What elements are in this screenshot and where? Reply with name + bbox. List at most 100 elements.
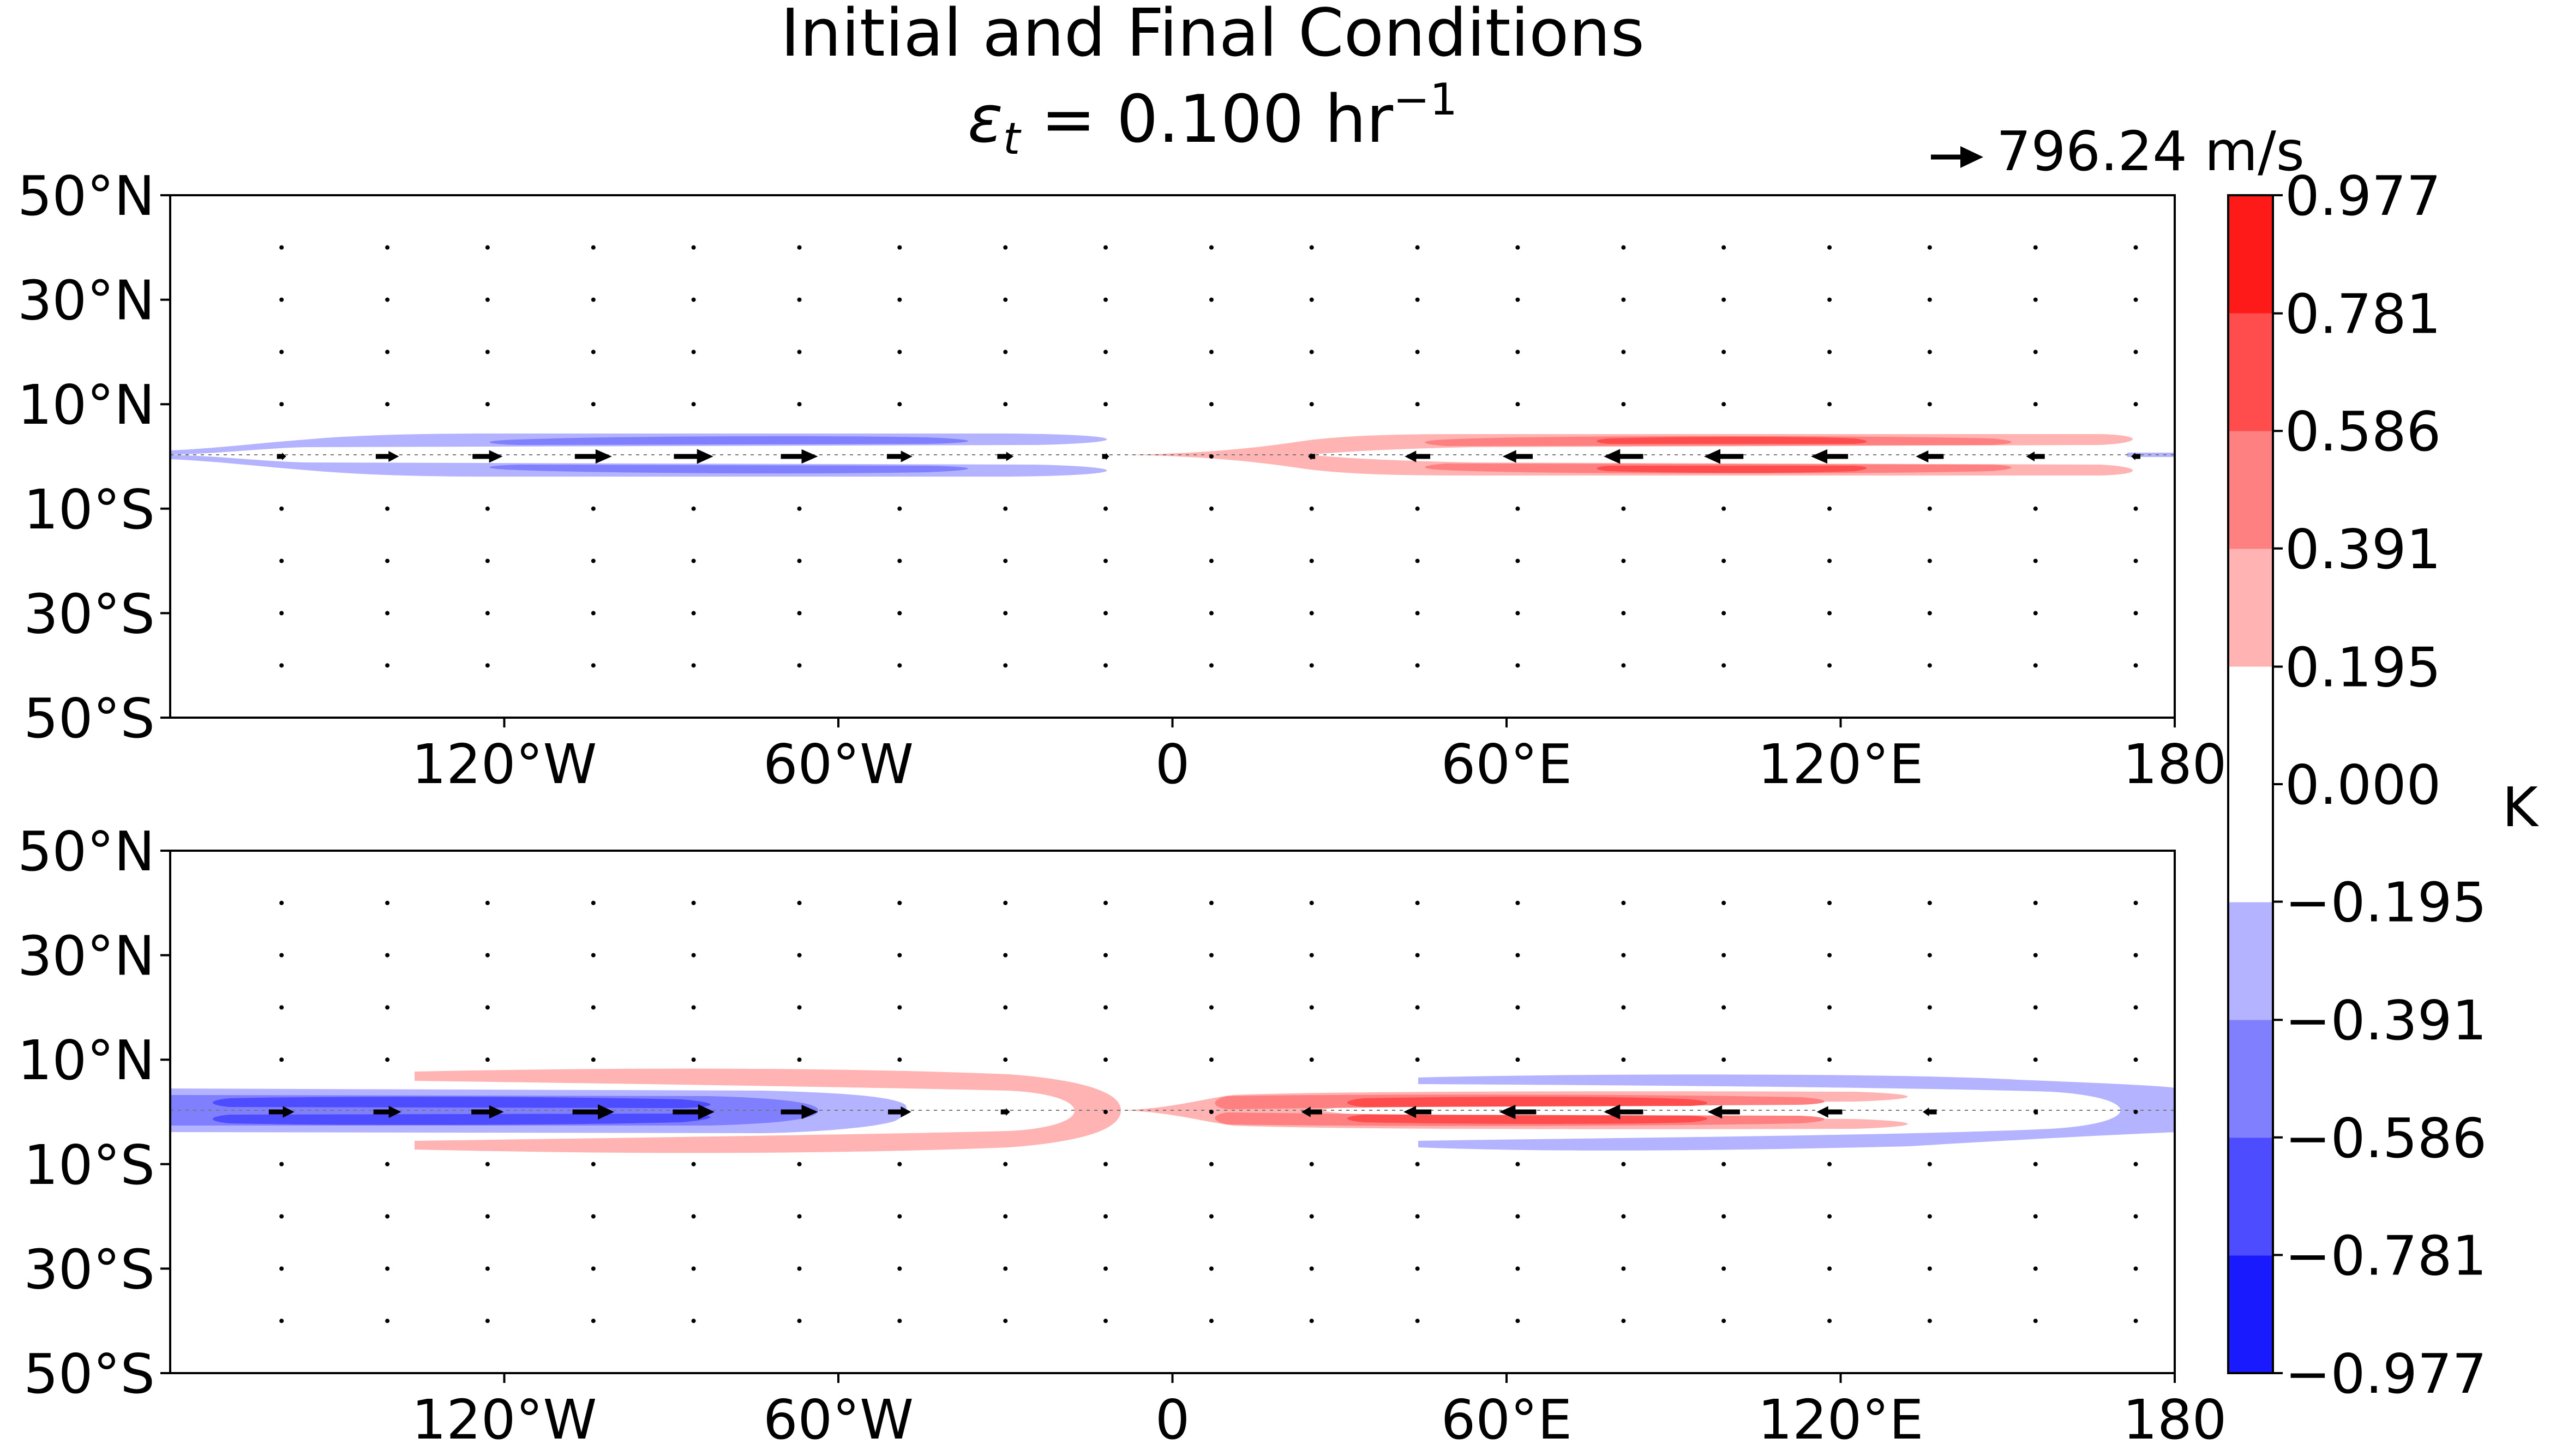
wind-dot	[1415, 611, 1420, 616]
wind-dot	[1309, 350, 1314, 354]
y-tick-label: 10°N	[17, 1028, 155, 1092]
wind-dot	[1927, 1266, 1932, 1271]
wind-dot	[1515, 611, 1520, 616]
wind-vector	[1102, 453, 1109, 460]
wind-vector	[673, 1104, 715, 1120]
wind-dot	[591, 245, 596, 250]
negative-eq-lobe-core	[213, 1097, 711, 1125]
wind-dot	[2033, 506, 2038, 511]
wind-dot	[1721, 1162, 1726, 1166]
y-axis-top: 50°N 30°N 10°N 10°S 30°S 50°S	[17, 164, 170, 750]
wind-dot	[385, 1214, 390, 1219]
wind-dot	[1209, 1214, 1214, 1219]
wind-dot-grid-bottom	[279, 900, 2138, 1323]
wind-dot	[1209, 297, 1214, 302]
wind-dot	[385, 245, 390, 250]
wind-dot	[2033, 297, 2038, 302]
x-tick-label: 60°W	[763, 1388, 914, 1452]
wind-dot	[1209, 558, 1214, 563]
wind-dot	[1415, 558, 1420, 563]
wind-dot	[1415, 1057, 1420, 1062]
wind-dot	[1721, 900, 1726, 905]
wind-vector	[2033, 1108, 2038, 1116]
wind-dot	[591, 953, 596, 958]
wind-dot	[279, 1266, 284, 1271]
wind-dot	[2033, 1266, 2038, 1271]
wind-dot	[485, 1005, 490, 1010]
wind-dot	[1621, 245, 1626, 250]
wind-dot	[691, 297, 696, 302]
wind-dot	[1103, 953, 1108, 958]
colorbar-tick-label: 0.000	[2285, 753, 2441, 817]
wind-dot	[1721, 663, 1726, 668]
wind-dot	[1621, 1319, 1626, 1323]
wind-dot	[1103, 402, 1108, 407]
wind-dot	[1927, 900, 1932, 905]
wind-dot	[2133, 1319, 2138, 1323]
wind-dot	[797, 402, 802, 407]
wind-dot	[1927, 350, 1932, 354]
y-axis-bottom: 50°N 30°N 10°N 10°S 30°S 50°S	[17, 820, 170, 1406]
wind-dot	[1309, 245, 1314, 250]
wind-dot	[691, 1266, 696, 1271]
wind-vector	[471, 1105, 504, 1119]
wind-dot	[1827, 297, 1832, 302]
wind-dot	[1515, 350, 1520, 354]
wind-vectors-bottom	[268, 1104, 2138, 1120]
wind-dot	[691, 350, 696, 354]
wind-dot	[385, 900, 390, 905]
wind-vector	[572, 1104, 615, 1120]
y-tick-label: 50°N	[17, 820, 155, 883]
wind-dot	[279, 1162, 284, 1166]
wind-dot	[385, 297, 390, 302]
wind-dot	[1621, 402, 1626, 407]
colorbar-tick-label: 0.977	[2285, 164, 2441, 228]
wind-vector	[1209, 1110, 1214, 1114]
wind-dot	[1515, 1214, 1520, 1219]
wind-dot	[1309, 953, 1314, 958]
wind-dot	[1927, 1005, 1932, 1010]
figure-subtitle: εt = 0.100 hr−1	[968, 74, 1457, 164]
wind-dot	[1003, 1162, 1008, 1166]
wind-dot	[1003, 297, 1008, 302]
wind-dot	[591, 1319, 596, 1323]
wind-dot	[691, 611, 696, 616]
wind-dot	[1827, 1057, 1832, 1062]
wind-dot	[591, 1005, 596, 1010]
wind-vector	[1209, 454, 1214, 459]
wind-dot	[1621, 1005, 1626, 1010]
wind-dot	[797, 297, 802, 302]
colorbar-tick-label: −0.586	[2285, 1106, 2487, 1170]
wind-vector	[1308, 453, 1316, 460]
wind-dot	[1003, 611, 1008, 616]
x-tick-label: 0	[1155, 1388, 1190, 1452]
wind-dot	[591, 1057, 596, 1062]
quiver-key: 796.24 m/s	[1931, 119, 2305, 183]
wind-dot	[591, 1266, 596, 1271]
wind-dot	[1827, 402, 1832, 407]
wind-dot	[1103, 1057, 1108, 1062]
wind-dot	[797, 1005, 802, 1010]
wind-dot	[1721, 1266, 1726, 1271]
wind-dot	[1209, 1162, 1214, 1166]
wind-dot	[1415, 900, 1420, 905]
wind-dot	[1515, 1162, 1520, 1166]
x-tick-label: 60°W	[763, 732, 914, 796]
wind-dot	[1827, 953, 1832, 958]
wind-dot	[1309, 1057, 1314, 1062]
wind-vector	[373, 1105, 401, 1118]
wind-dot	[1515, 900, 1520, 905]
colorbar-tick-label: 0.781	[2285, 282, 2441, 346]
wind-dot	[1721, 611, 1726, 616]
wind-dot	[1209, 611, 1214, 616]
wind-vector	[886, 450, 913, 462]
wind-dot	[1721, 402, 1726, 407]
wind-dot	[1415, 1214, 1420, 1219]
colorbar-levels	[2228, 195, 2273, 1374]
wind-vector	[1403, 1105, 1432, 1118]
negative-offeq-lobe	[1418, 1074, 2175, 1151]
wind-dot	[1003, 506, 1008, 511]
wind-vector	[1000, 1108, 1010, 1116]
wind-dot	[1003, 953, 1008, 958]
